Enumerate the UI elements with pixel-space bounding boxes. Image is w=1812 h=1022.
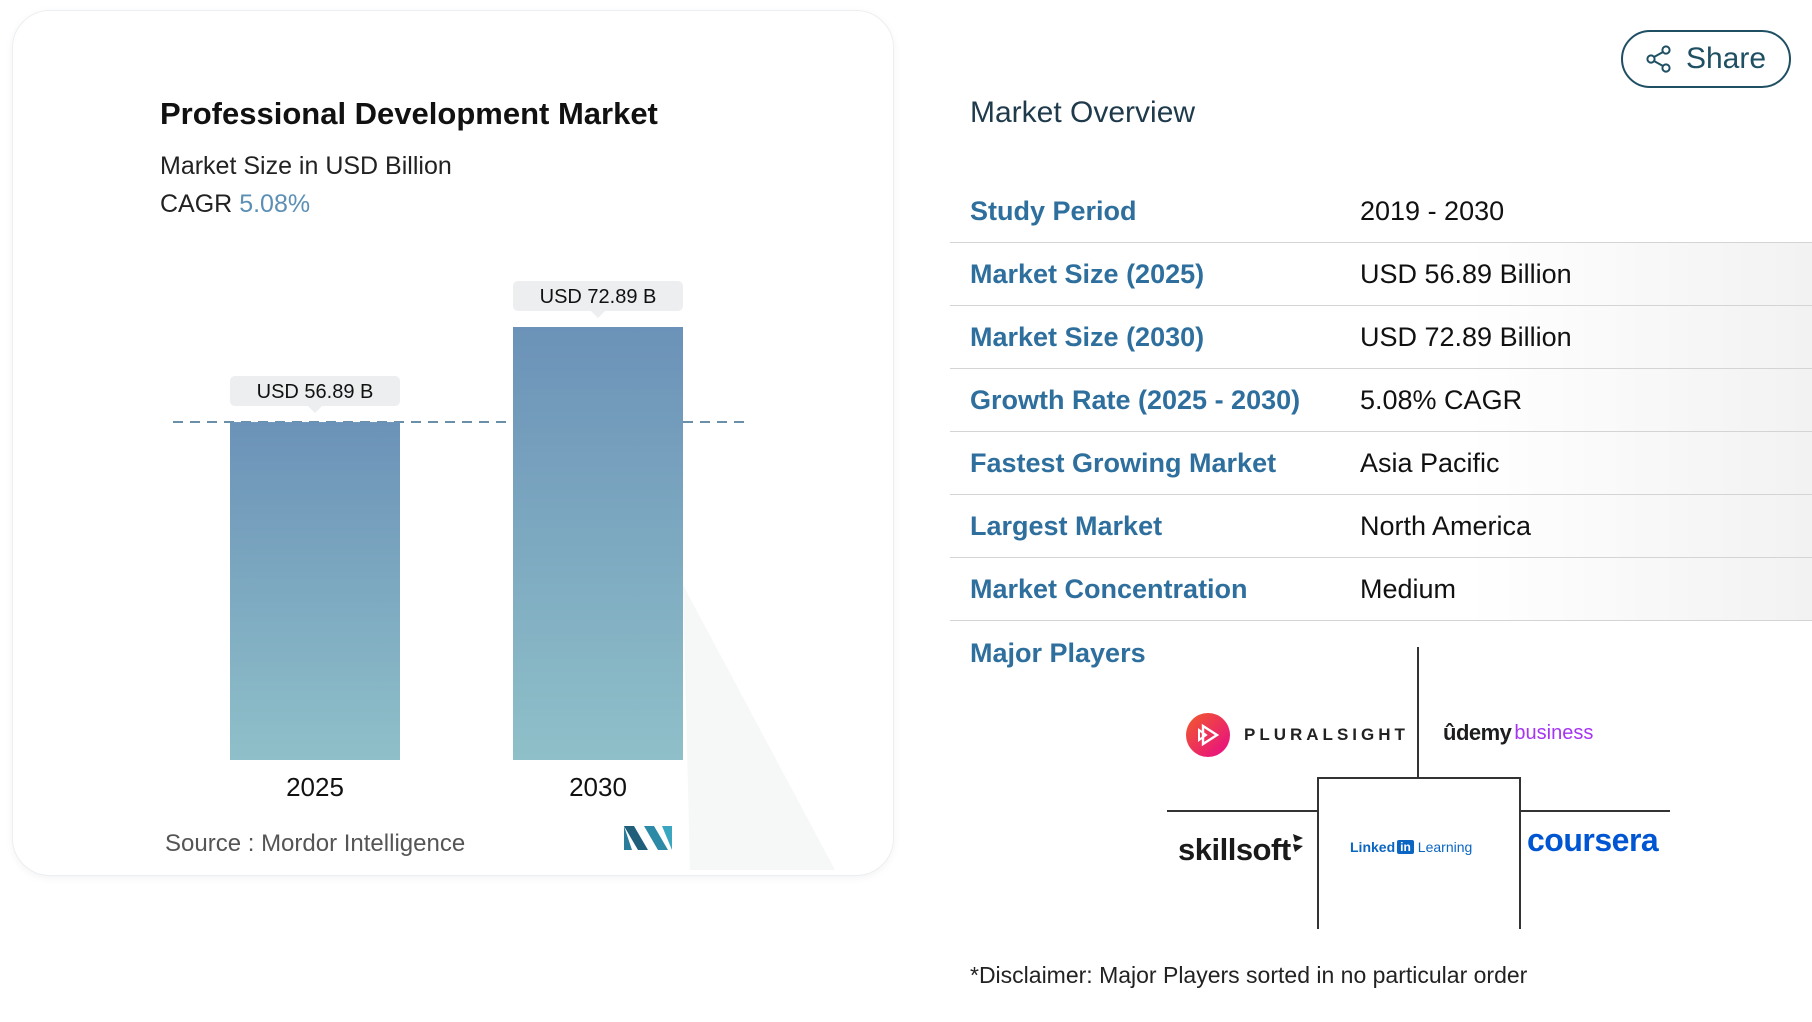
linkedin-text: Linked [1350,839,1396,855]
players-divider [1417,647,1419,777]
coursera-name: coursera [1527,822,1659,858]
chart-subtitle: Market Size in USD Billion [160,152,452,180]
overview-value: 2019 - 2030 [1360,196,1505,226]
bar-chart: USD 56.89 B 2025 USD 72.89 B 2030 [173,281,745,802]
cagr-value: 5.08% [239,190,311,218]
overview-row: Fastest Growing Market Asia Pacific [950,432,1812,495]
decorative-shadow [683,585,835,870]
x-tick-label: 2030 [569,772,627,802]
players-divider [1519,777,1521,929]
overview-row: Market Size (2030) USD 72.89 Billion [950,306,1812,369]
share-button[interactable]: Share [1621,30,1791,88]
player-udemy-business: ûdemy business [1443,720,1593,746]
bar-2030 [513,327,683,760]
business-text: business [1514,721,1594,744]
player-skillsoft: skillsoft [1178,832,1307,868]
overview-row: Largest Market North America [950,495,1812,558]
overview-label: Market Concentration [970,574,1248,604]
disclaimer: *Disclaimer: Major Players sorted in no … [970,962,1528,988]
overview-value: USD 72.89 Billion [1360,322,1572,352]
data-label-bg [513,281,683,311]
pluralsight-logo-icon [1186,713,1230,757]
chart-title: Professional Development Market [160,96,658,131]
source-value: Mordor Intelligence [261,830,466,857]
player-coursera: coursera [1527,822,1659,859]
overview-table: Study Period 2019 - 2030 Market Size (20… [950,180,1812,621]
overview-value: USD 56.89 Billion [1360,259,1572,289]
udemy-text: ûdemy [1443,720,1512,745]
learning-text: Learning [1417,839,1473,855]
players-divider [1317,777,1520,779]
major-players-title: Major Players [970,638,1146,668]
overview-value: Medium [1360,574,1457,604]
skillsoft-mark-icon [1292,834,1303,852]
overview-label: Study Period [970,196,1137,226]
players-divider [1317,777,1319,929]
player-pluralsight: PLURALSIGHT [1186,713,1409,757]
overview-row: Study Period 2019 - 2030 [950,180,1812,243]
chart-source: Source : Mordor Intelligence [165,830,465,858]
player-linkedin-learning: Linked in Learning [1350,839,1472,855]
overview-value: North America [1360,511,1532,541]
overview-label: Growth Rate (2025 - 2030) [970,385,1301,415]
linkedin-in-badge: in [1397,840,1414,854]
mordor-logo-icon [624,826,672,850]
overview-label: Fastest Growing Market [970,448,1277,478]
overview-title: Market Overview [970,96,1196,129]
data-label-bg [230,376,400,407]
overview-row: Growth Rate (2025 - 2030) 5.08% CAGR [950,369,1812,432]
data-label-pointer [308,406,322,414]
bar-2025 [230,422,400,760]
cagr-label: CAGR [160,190,233,218]
data-label: USD 72.89 B [540,286,657,308]
x-tick-label: 2025 [286,772,344,802]
overview-label: Market Size (2025) [970,259,1205,289]
share-icon [1646,45,1671,73]
overview-label: Market Size (2030) [970,322,1205,352]
overview-row: Market Size (2025) USD 56.89 Billion [950,243,1812,306]
pluralsight-name: PLURALSIGHT [1244,725,1409,744]
overview-value: Asia Pacific [1360,448,1500,478]
share-label[interactable]: Share [1685,42,1767,75]
overview-row: Market Concentration Medium [950,558,1812,621]
data-label-pointer [591,311,605,318]
chart-cagr: CAGR 5.08% [160,190,310,219]
players-divider [1520,810,1670,812]
overview-label: Largest Market [970,511,1163,541]
skillsoft-name: skillsoft [1178,832,1291,867]
source-label: Source : [165,830,255,857]
players-divider [1167,810,1317,812]
data-label: USD 56.89 B [257,381,374,403]
overview-value: 5.08% CAGR [1360,385,1523,415]
